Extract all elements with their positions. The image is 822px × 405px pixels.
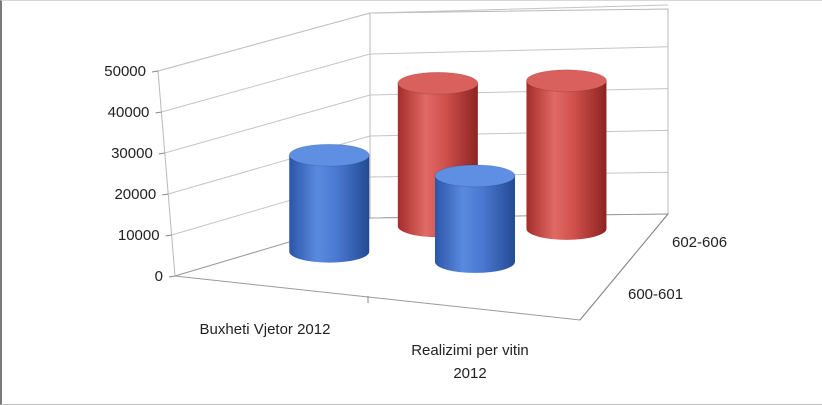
- cylinder-body: [289, 155, 370, 263]
- y-tick-label: 30000: [111, 145, 153, 162]
- category-label: Realizimi per vitin: [411, 342, 529, 359]
- axis-labels: Buxheti Vjetor 2012 Realizimi per vitin 20…: [200, 213, 727, 382]
- cylinder-602-606-1: [525, 69, 607, 240]
- depth-axis-line: [579, 213, 669, 321]
- cylinder-top: [434, 164, 516, 188]
- series-label: 602-606: [672, 234, 727, 251]
- cylinder-body: [526, 80, 607, 240]
- category-label: 2012: [453, 365, 486, 382]
- cylinder-600-601-1: [434, 164, 516, 273]
- cylinders: [288, 69, 607, 273]
- y-tick-label: 0: [155, 268, 163, 285]
- gridline: [157, 4, 669, 72]
- cylinder-600-601-0: [288, 143, 370, 263]
- y-tick-mark: [158, 152, 165, 155]
- cylinder-body: [434, 175, 515, 273]
- y-tick-mark: [151, 70, 159, 73]
- cylinder-top: [397, 71, 479, 95]
- series-label: 600-601: [628, 286, 683, 303]
- category-label: Buxheti Vjetor 2012: [200, 321, 331, 338]
- y-tick-mark: [155, 111, 162, 114]
- y-tick-label: 50000: [104, 63, 146, 80]
- y-tick-mark: [165, 234, 172, 237]
- y-tick-label: 10000: [118, 227, 160, 244]
- y-tick-mark: [162, 193, 169, 196]
- gridline: [161, 46, 669, 113]
- y-tick-label: 40000: [108, 104, 150, 121]
- cylinder-top: [525, 69, 607, 93]
- gridlines: [157, 4, 669, 236]
- y-tick-mark: [168, 275, 176, 278]
- cylinder-top: [288, 143, 370, 167]
- y-axis-ticks: 0 10000 20000 30000 40000 50000: [104, 63, 176, 285]
- y-tick-label: 20000: [114, 186, 156, 203]
